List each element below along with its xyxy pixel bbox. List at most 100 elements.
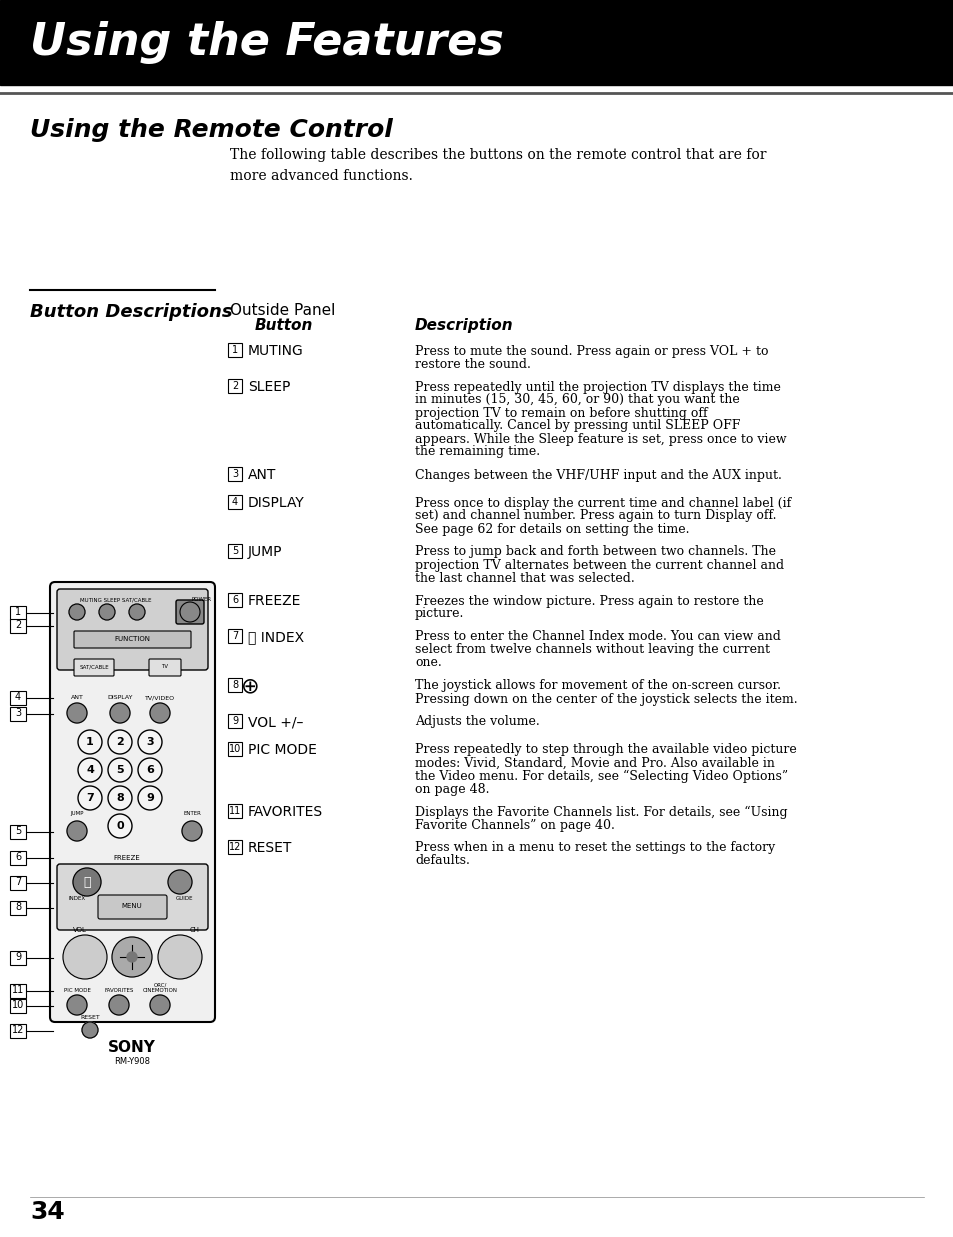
- Circle shape: [99, 604, 115, 620]
- Circle shape: [69, 604, 85, 620]
- Text: Changes between the VHF/UHF input and the AUX input.: Changes between the VHF/UHF input and th…: [415, 469, 781, 481]
- Text: Freezes the window picture. Press again to restore the: Freezes the window picture. Press again …: [415, 595, 763, 607]
- FancyBboxPatch shape: [50, 581, 214, 1022]
- Circle shape: [127, 952, 137, 962]
- Circle shape: [63, 935, 107, 978]
- Text: PIC MODE: PIC MODE: [248, 743, 316, 757]
- Text: DISPLAY: DISPLAY: [248, 496, 304, 510]
- Bar: [228, 379, 242, 393]
- Circle shape: [108, 814, 132, 837]
- Text: 0: 0: [116, 821, 124, 831]
- Text: MUTING: MUTING: [248, 344, 303, 357]
- Circle shape: [182, 821, 202, 841]
- Text: DISPLAY: DISPLAY: [107, 695, 132, 700]
- Text: Button Descriptions: Button Descriptions: [30, 303, 233, 320]
- Text: JUMP: JUMP: [248, 546, 282, 559]
- Circle shape: [138, 730, 162, 755]
- Circle shape: [168, 870, 192, 894]
- Circle shape: [67, 995, 87, 1016]
- Text: MUTING SLEEP SAT/CABLE: MUTING SLEEP SAT/CABLE: [80, 597, 152, 602]
- Text: +: +: [80, 940, 90, 950]
- Bar: [10, 606, 26, 620]
- Circle shape: [138, 758, 162, 782]
- Text: The following table describes the buttons on the remote control that are for
mor: The following table describes the button…: [230, 148, 765, 183]
- Text: 6: 6: [15, 852, 21, 862]
- Bar: [228, 628, 242, 643]
- Text: 34: 34: [30, 1200, 65, 1223]
- FancyBboxPatch shape: [74, 659, 113, 675]
- Text: PIC MODE: PIC MODE: [64, 988, 91, 993]
- Text: 7: 7: [86, 793, 93, 803]
- Text: 8: 8: [116, 793, 124, 803]
- Circle shape: [180, 602, 200, 622]
- Text: SONY: SONY: [108, 1039, 155, 1054]
- Text: in minutes (15, 30, 45, 60, or 90) that you want the: in minutes (15, 30, 45, 60, or 90) that …: [415, 393, 739, 407]
- Text: appears. While the Sleep feature is set, press once to view: appears. While the Sleep feature is set,…: [415, 433, 786, 445]
- Circle shape: [78, 730, 102, 755]
- Text: Press when in a menu to reset the settings to the factory: Press when in a menu to reset the settin…: [415, 841, 775, 855]
- Text: 5: 5: [15, 826, 21, 836]
- Bar: [0, 0, 953, 85]
- FancyBboxPatch shape: [74, 631, 191, 648]
- Text: ENTER: ENTER: [183, 811, 201, 816]
- Text: ⌸ INDEX: ⌸ INDEX: [248, 630, 304, 644]
- Text: FREEZE: FREEZE: [248, 594, 301, 609]
- Text: Press repeatedly to step through the available video picture: Press repeatedly to step through the ava…: [415, 743, 796, 757]
- Text: SLEEP: SLEEP: [248, 380, 290, 395]
- Circle shape: [108, 730, 132, 755]
- Text: Adjusts the volume.: Adjusts the volume.: [415, 715, 539, 729]
- Text: 7: 7: [232, 631, 238, 641]
- Text: on page 48.: on page 48.: [415, 783, 489, 795]
- Text: Press to mute the sound. Press again or press VOL + to: Press to mute the sound. Press again or …: [415, 344, 768, 357]
- Text: restore the sound.: restore the sound.: [415, 357, 530, 371]
- Bar: [10, 851, 26, 865]
- Text: projection TV alternates between the current channel and: projection TV alternates between the cur…: [415, 558, 783, 571]
- Text: the remaining time.: the remaining time.: [415, 445, 539, 459]
- Bar: [10, 691, 26, 705]
- Text: VOL +/–: VOL +/–: [248, 715, 303, 729]
- Text: 4: 4: [232, 497, 238, 507]
- Text: 2: 2: [232, 381, 238, 391]
- Text: JUMP: JUMP: [71, 811, 84, 816]
- Circle shape: [78, 785, 102, 810]
- Text: Press once to display the current time and channel label (if: Press once to display the current time a…: [415, 496, 790, 510]
- Text: 11: 11: [229, 807, 241, 816]
- Bar: [228, 495, 242, 508]
- Text: GUIDE: GUIDE: [176, 896, 193, 901]
- Text: 3: 3: [146, 737, 153, 747]
- Text: INDEX: INDEX: [69, 896, 86, 901]
- Circle shape: [67, 821, 87, 841]
- Bar: [228, 840, 242, 854]
- Bar: [10, 951, 26, 965]
- Text: the Video menu. For details, see “Selecting Video Options”: the Video menu. For details, see “Select…: [415, 769, 787, 783]
- Text: Outside Panel: Outside Panel: [230, 303, 335, 318]
- Bar: [228, 714, 242, 729]
- Text: ⊕: ⊕: [240, 675, 259, 696]
- Text: 9: 9: [146, 793, 153, 803]
- Circle shape: [112, 936, 152, 977]
- Bar: [228, 742, 242, 756]
- Circle shape: [78, 758, 102, 782]
- Text: FAVORITES: FAVORITES: [248, 805, 323, 819]
- Text: 2: 2: [116, 737, 124, 747]
- Text: FUNCTION: FUNCTION: [113, 636, 150, 642]
- Text: 9: 9: [15, 952, 21, 962]
- Text: 4: 4: [86, 764, 93, 776]
- Text: Press to jump back and forth between two channels. The: Press to jump back and forth between two…: [415, 546, 775, 558]
- Text: 8: 8: [232, 680, 238, 690]
- Text: Press to enter the Channel Index mode. You can view and: Press to enter the Channel Index mode. Y…: [415, 631, 781, 643]
- Text: Displays the Favorite Channels list. For details, see “Using: Displays the Favorite Channels list. For…: [415, 805, 787, 819]
- Text: set) and channel number. Press again to turn Display off.: set) and channel number. Press again to …: [415, 510, 776, 522]
- Bar: [10, 901, 26, 915]
- Text: Using the Remote Control: Using the Remote Control: [30, 118, 393, 142]
- Text: ORC/
CINEMOTION: ORC/ CINEMOTION: [142, 982, 177, 993]
- Text: 8: 8: [15, 902, 21, 912]
- Text: See page 62 for details on setting the time.: See page 62 for details on setting the t…: [415, 522, 689, 536]
- Bar: [228, 544, 242, 558]
- Text: Press repeatedly until the projection TV displays the time: Press repeatedly until the projection TV…: [415, 381, 781, 393]
- Text: one.: one.: [415, 657, 441, 669]
- Bar: [10, 999, 26, 1013]
- Text: RESET: RESET: [248, 841, 292, 855]
- Text: 10: 10: [229, 743, 241, 755]
- Text: 3: 3: [232, 469, 238, 479]
